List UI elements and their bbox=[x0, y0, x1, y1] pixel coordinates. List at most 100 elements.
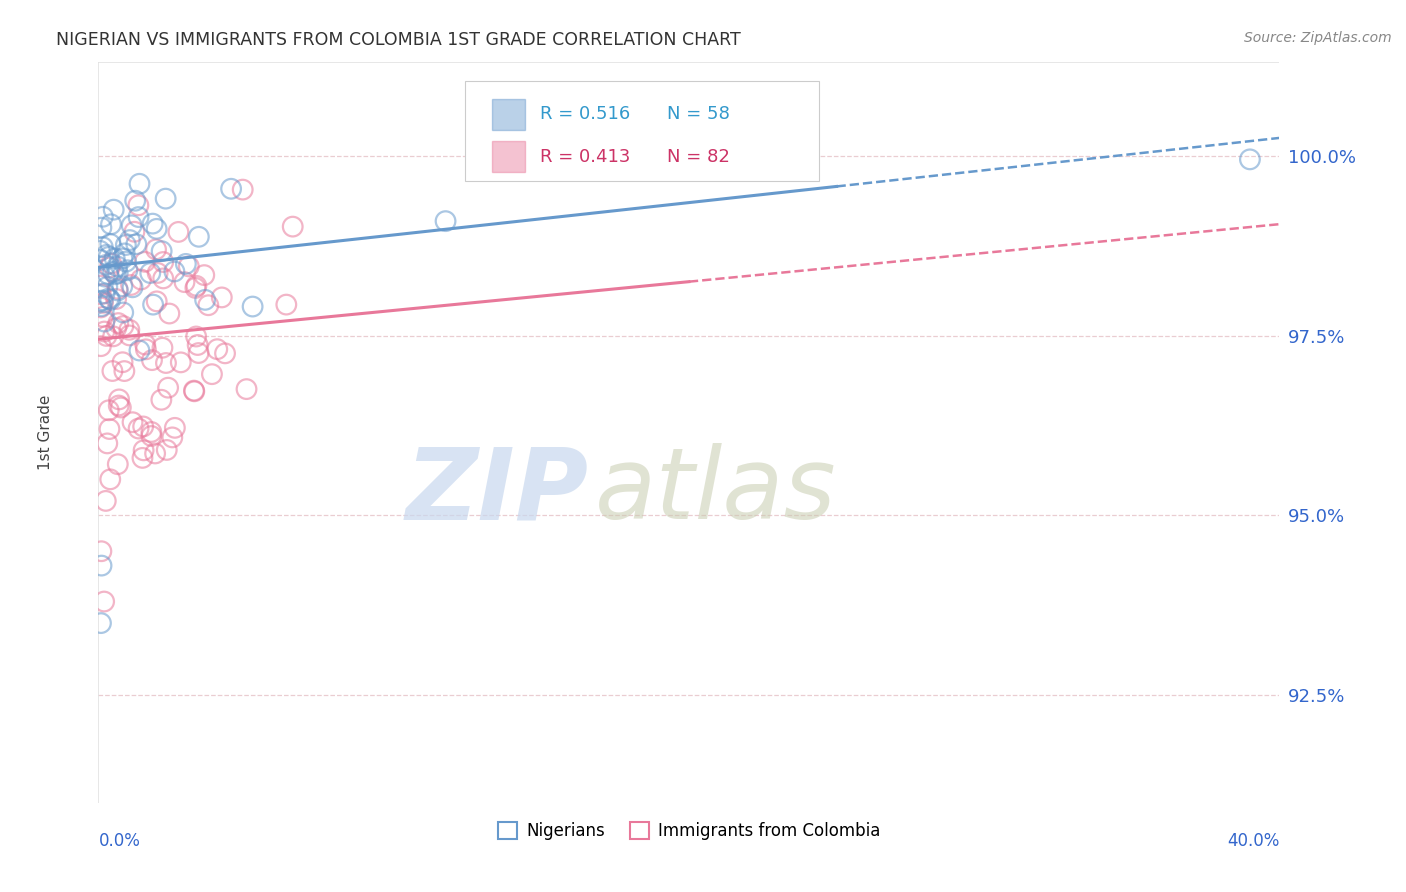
Point bbox=[93, 269, 115, 284]
Point bbox=[104, 267, 127, 281]
Point bbox=[187, 346, 209, 360]
Point bbox=[115, 238, 138, 252]
Point bbox=[90, 544, 112, 558]
Point bbox=[97, 403, 120, 417]
Point bbox=[132, 443, 155, 458]
Point bbox=[100, 257, 122, 271]
Point bbox=[134, 337, 156, 351]
Point bbox=[232, 183, 254, 197]
Point bbox=[135, 343, 157, 357]
Point bbox=[242, 300, 264, 314]
Point bbox=[96, 248, 118, 262]
Point bbox=[173, 275, 195, 289]
Point bbox=[184, 329, 207, 343]
Point bbox=[118, 233, 141, 247]
Point bbox=[156, 442, 179, 457]
Point bbox=[128, 421, 150, 435]
Point bbox=[107, 282, 129, 296]
Point bbox=[90, 252, 112, 267]
Point bbox=[157, 381, 180, 395]
Point bbox=[184, 281, 207, 295]
Point bbox=[96, 279, 118, 293]
Point bbox=[121, 219, 143, 233]
Point bbox=[98, 236, 121, 251]
Point bbox=[120, 277, 142, 292]
Point bbox=[150, 244, 173, 259]
Point bbox=[127, 198, 149, 212]
Point bbox=[134, 255, 156, 269]
Point bbox=[107, 316, 129, 330]
Point bbox=[174, 257, 197, 271]
Point bbox=[105, 292, 128, 306]
Point bbox=[193, 268, 215, 282]
Text: 40.0%: 40.0% bbox=[1227, 832, 1279, 850]
Point bbox=[276, 297, 298, 311]
Point bbox=[155, 356, 177, 370]
Point bbox=[105, 260, 128, 274]
Point bbox=[219, 182, 242, 196]
Point bbox=[103, 329, 125, 343]
Point bbox=[115, 254, 138, 268]
Text: R = 0.413: R = 0.413 bbox=[540, 148, 630, 166]
Point bbox=[187, 338, 209, 352]
Point bbox=[90, 299, 112, 313]
Point bbox=[211, 290, 233, 304]
Point bbox=[90, 220, 112, 235]
Point bbox=[141, 353, 163, 368]
Point bbox=[128, 210, 150, 224]
Point bbox=[93, 286, 115, 301]
Point bbox=[170, 355, 193, 369]
FancyBboxPatch shape bbox=[464, 81, 818, 181]
Point bbox=[98, 260, 121, 275]
Point bbox=[89, 294, 111, 309]
Point bbox=[152, 255, 174, 269]
Point bbox=[93, 315, 115, 329]
Point bbox=[110, 401, 132, 415]
Text: NIGERIAN VS IMMIGRANTS FROM COLOMBIA 1ST GRADE CORRELATION CHART: NIGERIAN VS IMMIGRANTS FROM COLOMBIA 1ST… bbox=[56, 31, 741, 49]
Point bbox=[197, 298, 219, 312]
Point bbox=[90, 616, 112, 631]
Bar bbox=[492, 141, 526, 172]
Point bbox=[94, 494, 117, 508]
Point bbox=[97, 292, 120, 306]
Text: 0.0%: 0.0% bbox=[98, 832, 141, 850]
Point bbox=[93, 594, 115, 608]
Point bbox=[141, 425, 163, 439]
Point bbox=[121, 415, 143, 429]
Text: ZIP: ZIP bbox=[405, 443, 589, 541]
Point bbox=[132, 419, 155, 434]
Point bbox=[155, 192, 177, 206]
Point bbox=[90, 339, 112, 353]
Text: R = 0.516: R = 0.516 bbox=[540, 105, 630, 123]
Point bbox=[91, 296, 114, 310]
Text: 1st Grade: 1st Grade bbox=[38, 395, 53, 470]
Point bbox=[101, 364, 124, 378]
Point bbox=[201, 367, 224, 381]
Point bbox=[187, 229, 209, 244]
Point bbox=[105, 321, 128, 335]
Point bbox=[183, 384, 205, 399]
Point bbox=[281, 219, 304, 234]
Point bbox=[96, 329, 118, 343]
Point bbox=[214, 346, 236, 360]
Point bbox=[114, 246, 136, 260]
Point bbox=[89, 278, 111, 293]
Point bbox=[112, 364, 135, 378]
Point bbox=[183, 384, 205, 398]
Point bbox=[111, 252, 134, 266]
Point bbox=[142, 298, 165, 312]
Point bbox=[98, 472, 121, 486]
Point bbox=[177, 260, 200, 274]
Point bbox=[90, 558, 112, 573]
Point bbox=[91, 293, 114, 308]
Point bbox=[118, 328, 141, 343]
Point bbox=[112, 305, 135, 319]
Point bbox=[104, 252, 127, 266]
Point bbox=[235, 382, 257, 396]
Point bbox=[139, 266, 162, 280]
Point bbox=[124, 194, 146, 208]
Point bbox=[103, 265, 125, 279]
Point bbox=[146, 266, 169, 280]
Point bbox=[145, 243, 167, 257]
Point bbox=[142, 217, 165, 231]
